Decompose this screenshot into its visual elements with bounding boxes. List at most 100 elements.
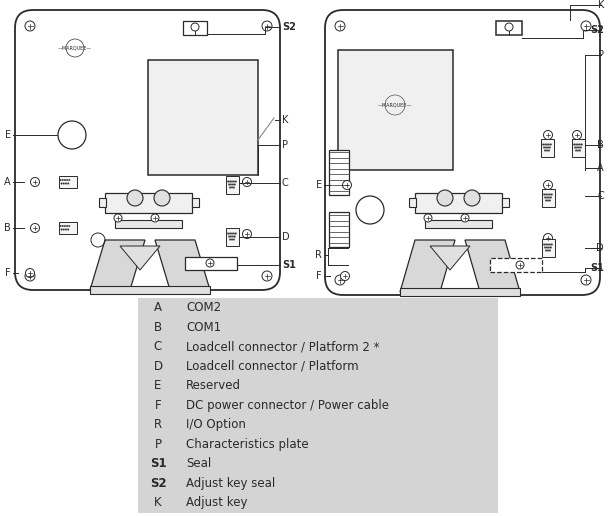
- Circle shape: [580, 147, 582, 148]
- Bar: [542, 189, 554, 207]
- Circle shape: [437, 190, 453, 206]
- Circle shape: [549, 200, 551, 201]
- Circle shape: [227, 233, 229, 234]
- Text: A: A: [4, 177, 11, 187]
- Circle shape: [550, 143, 551, 146]
- Circle shape: [127, 190, 143, 206]
- Circle shape: [551, 194, 553, 195]
- Circle shape: [576, 147, 578, 148]
- Circle shape: [546, 143, 548, 146]
- Bar: [90, 286, 210, 294]
- Circle shape: [548, 197, 550, 198]
- Bar: [192, 198, 199, 207]
- Text: —MARQUEE—: —MARQUEE—: [58, 45, 92, 51]
- Circle shape: [233, 239, 235, 240]
- Circle shape: [424, 214, 432, 222]
- Polygon shape: [155, 240, 210, 290]
- Circle shape: [60, 179, 61, 181]
- Circle shape: [575, 150, 577, 151]
- Circle shape: [342, 181, 351, 189]
- Text: D: D: [282, 232, 289, 242]
- Bar: [148, 60, 258, 175]
- Circle shape: [64, 225, 66, 227]
- Text: S2: S2: [590, 25, 604, 35]
- Circle shape: [516, 261, 524, 269]
- Bar: [338, 50, 453, 170]
- Circle shape: [231, 233, 233, 234]
- Circle shape: [550, 247, 551, 248]
- Text: COM1: COM1: [186, 321, 221, 334]
- Circle shape: [191, 23, 199, 31]
- Text: S2: S2: [282, 22, 296, 32]
- Text: E: E: [316, 180, 322, 190]
- Circle shape: [547, 147, 548, 148]
- Text: C: C: [282, 178, 289, 188]
- Text: I/O Option: I/O Option: [186, 418, 246, 431]
- Circle shape: [66, 179, 68, 181]
- Circle shape: [228, 236, 230, 237]
- Text: K: K: [282, 115, 288, 125]
- Circle shape: [542, 143, 544, 146]
- Circle shape: [549, 194, 551, 195]
- Circle shape: [233, 233, 235, 234]
- Bar: [542, 239, 554, 257]
- Circle shape: [67, 183, 69, 184]
- Text: Loadcell connector / Platform 2 *: Loadcell connector / Platform 2 *: [186, 340, 379, 353]
- Circle shape: [66, 225, 68, 227]
- Circle shape: [67, 229, 69, 230]
- Text: S1: S1: [590, 263, 604, 273]
- Text: S1: S1: [150, 457, 167, 470]
- Circle shape: [64, 179, 66, 181]
- Polygon shape: [400, 240, 455, 292]
- Circle shape: [228, 184, 230, 185]
- Text: E: E: [154, 379, 162, 392]
- Circle shape: [63, 229, 64, 230]
- Text: S1: S1: [282, 260, 296, 270]
- Circle shape: [229, 233, 231, 234]
- Circle shape: [545, 200, 547, 201]
- Bar: [138, 298, 498, 512]
- Circle shape: [547, 200, 549, 201]
- Bar: [99, 198, 106, 207]
- Bar: [183, 21, 207, 35]
- Circle shape: [243, 178, 252, 186]
- Circle shape: [231, 181, 233, 182]
- Circle shape: [227, 181, 229, 182]
- Circle shape: [547, 194, 549, 195]
- Text: D: D: [153, 360, 162, 373]
- Circle shape: [545, 194, 547, 195]
- Circle shape: [231, 187, 233, 188]
- Circle shape: [544, 143, 546, 146]
- Bar: [185, 257, 237, 270]
- Circle shape: [548, 247, 550, 248]
- Circle shape: [232, 184, 233, 185]
- Circle shape: [544, 194, 545, 195]
- Text: Adjust key: Adjust key: [186, 496, 247, 509]
- Text: Loadcell connector / Platform: Loadcell connector / Platform: [186, 360, 359, 373]
- Text: B: B: [597, 140, 604, 150]
- Circle shape: [243, 230, 252, 238]
- Circle shape: [578, 147, 579, 148]
- Bar: [59, 222, 77, 234]
- Text: E: E: [5, 130, 11, 140]
- Circle shape: [30, 223, 40, 233]
- Text: D: D: [596, 243, 604, 253]
- Circle shape: [233, 187, 235, 188]
- Circle shape: [262, 271, 272, 281]
- Text: R: R: [154, 418, 162, 431]
- Text: F: F: [316, 271, 322, 281]
- Text: DC power connector / Power cable: DC power connector / Power cable: [186, 399, 389, 412]
- Circle shape: [549, 250, 551, 251]
- Circle shape: [206, 259, 214, 267]
- Circle shape: [546, 247, 548, 248]
- Text: A: A: [598, 163, 604, 173]
- Circle shape: [546, 150, 548, 151]
- Circle shape: [235, 181, 237, 182]
- Circle shape: [461, 214, 469, 222]
- Circle shape: [229, 181, 231, 182]
- Circle shape: [65, 183, 67, 184]
- Bar: [425, 220, 492, 228]
- Circle shape: [575, 143, 577, 146]
- Circle shape: [577, 143, 579, 146]
- Circle shape: [65, 229, 67, 230]
